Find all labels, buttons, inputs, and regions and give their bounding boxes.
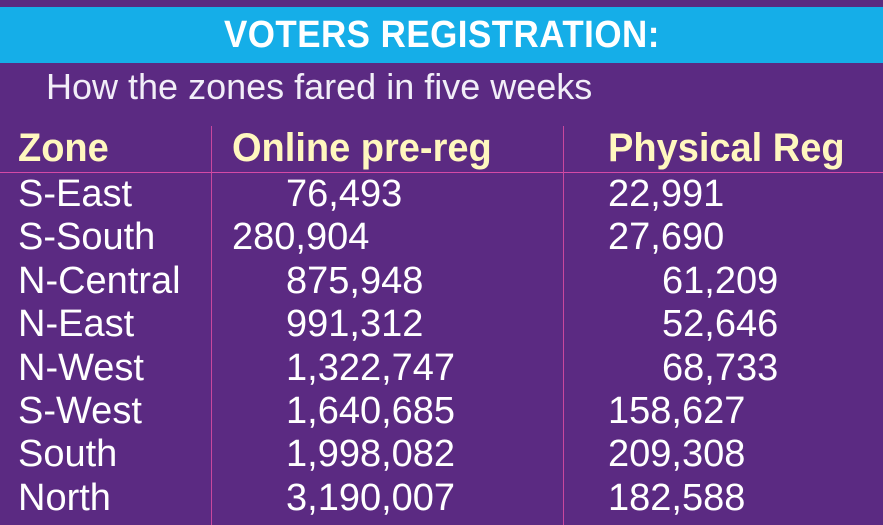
table-row: N-East 991,312 52,646 bbox=[0, 304, 883, 347]
physical-reg-cell: 61,209 bbox=[662, 259, 779, 302]
table-row: South 1,998,082 209,308 bbox=[0, 434, 883, 477]
online-pre-reg-cell: 1,640,685 bbox=[286, 389, 456, 432]
zone-cell: N-West bbox=[18, 346, 144, 389]
registration-table: Zone Online pre-reg Physical Reg S-East … bbox=[0, 122, 883, 525]
table-row: S-South 280,904 27,690 bbox=[0, 217, 883, 260]
physical-reg-cell: 158,627 bbox=[608, 389, 746, 432]
top-border bbox=[0, 0, 883, 7]
zone-cell: South bbox=[18, 433, 118, 476]
title: VOTERS REGISTRATION: bbox=[223, 13, 660, 56]
online-pre-reg-cell: 1,998,082 bbox=[286, 433, 456, 476]
subtitle: How the zones fared in five weeks bbox=[46, 66, 593, 107]
zone-cell: S-East bbox=[18, 173, 133, 215]
zone-cell: N-East bbox=[18, 303, 135, 346]
zone-cell: N-Central bbox=[18, 259, 181, 302]
online-pre-reg-cell: 76,493 bbox=[286, 173, 403, 215]
physical-reg-cell: 209,308 bbox=[608, 433, 746, 476]
online-pre-reg-cell: 991,312 bbox=[286, 303, 424, 346]
zone-cell: S-West bbox=[18, 389, 142, 432]
table-row: North 3,190,007 182,588 bbox=[0, 478, 883, 521]
column-header-online-pre-reg: Online pre-reg bbox=[232, 126, 492, 170]
physical-reg-cell: 27,690 bbox=[608, 216, 725, 259]
physical-reg-cell: 68,733 bbox=[662, 346, 779, 389]
table-body: S-East 76,493 22,991 S-South 280,904 27,… bbox=[0, 174, 883, 521]
physical-reg-cell: 22,991 bbox=[608, 173, 725, 215]
table-row: S-East 76,493 22,991 bbox=[0, 174, 883, 217]
table-row: N-West 1,322,747 68,733 bbox=[0, 346, 883, 391]
online-pre-reg-cell: 280,904 bbox=[232, 216, 370, 259]
title-banner: VOTERS REGISTRATION: bbox=[0, 7, 883, 63]
column-divider-1 bbox=[211, 126, 212, 525]
table-row: N-Central 875,948 61,209 bbox=[0, 261, 883, 304]
online-pre-reg-cell: 3,190,007 bbox=[286, 476, 456, 519]
zone-cell: S-South bbox=[18, 216, 156, 259]
column-divider-2 bbox=[563, 126, 564, 525]
zone-cell: North bbox=[18, 476, 111, 519]
column-header-zone: Zone bbox=[18, 126, 109, 170]
physical-reg-cell: 182,588 bbox=[608, 476, 746, 519]
online-pre-reg-cell: 875,948 bbox=[286, 259, 424, 302]
column-header-physical-reg: Physical Reg bbox=[608, 126, 845, 170]
header-divider bbox=[0, 172, 883, 173]
table-row: S-West 1,640,685 158,627 bbox=[0, 391, 883, 434]
physical-reg-cell: 52,646 bbox=[662, 303, 779, 346]
online-pre-reg-cell: 1,322,747 bbox=[286, 346, 456, 389]
